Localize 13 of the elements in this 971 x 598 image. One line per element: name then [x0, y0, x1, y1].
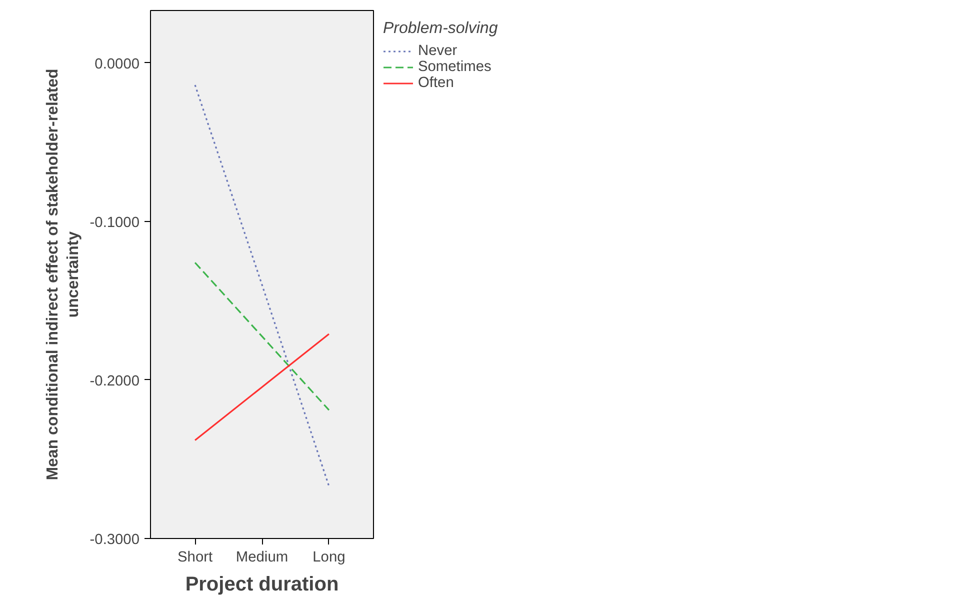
- legend-title: Problem-solving: [383, 20, 498, 38]
- y-tick-label: -0.3000: [90, 532, 140, 548]
- legend-label: Sometimes: [418, 59, 492, 75]
- legend-label: Never: [418, 43, 458, 59]
- legend-label: Often: [418, 75, 454, 91]
- y-axis-title: Mean conditional indirect effect of stakeholder-related uncertainty: [44, 68, 82, 480]
- x-tick-label: Long: [312, 550, 346, 566]
- y-tick-label: 0.0000: [94, 56, 140, 72]
- x-tick-label: Medium: [236, 550, 288, 566]
- x-axis-title: Project duration: [185, 574, 339, 596]
- x-tick-label: Short: [178, 550, 213, 566]
- y-tick-label: -0.1000: [90, 214, 140, 231]
- y-tick-label: -0.2000: [90, 373, 140, 390]
